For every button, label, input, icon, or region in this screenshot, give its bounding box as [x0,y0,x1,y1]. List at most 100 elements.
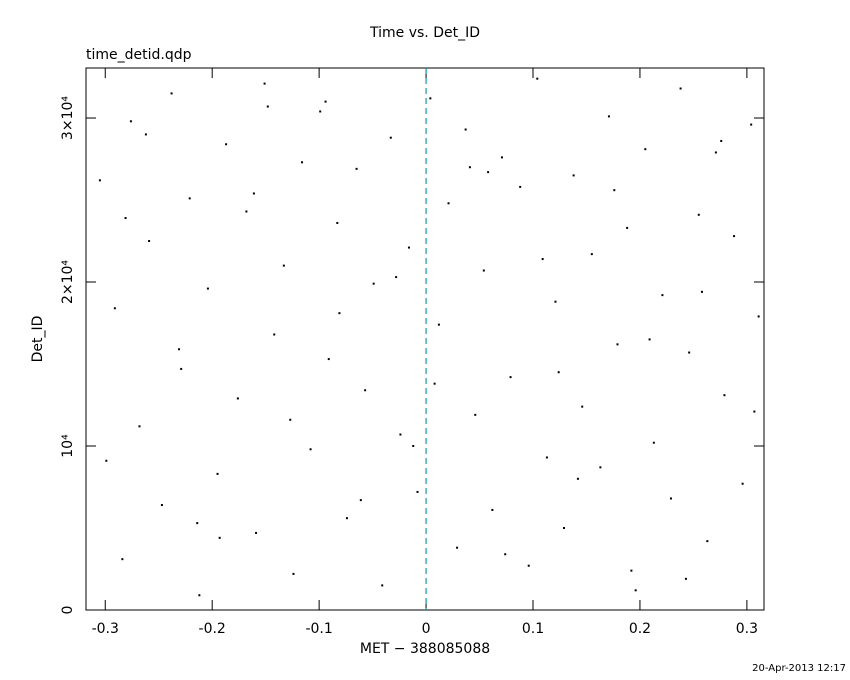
point [170,92,173,95]
point [336,221,339,224]
point [355,167,358,170]
point [482,269,485,272]
point [679,87,682,90]
point [416,490,419,493]
point [706,540,709,543]
point [563,527,566,530]
point [714,151,717,154]
point [581,405,584,408]
timestamp: 20-Apr-2013 12:17 [752,663,846,674]
point [447,202,450,205]
point [652,441,655,444]
point [545,456,548,459]
point [648,338,651,341]
point [669,497,672,500]
point [733,235,736,238]
point [124,217,127,220]
point [630,569,633,572]
point [121,558,124,561]
point [98,179,101,182]
point [178,348,181,351]
y-tick-label: 0 [60,606,76,615]
point [266,105,269,108]
point [554,300,557,303]
point [572,174,575,177]
point [634,589,637,592]
point [487,171,490,174]
point [661,294,664,297]
plot-frame [85,67,765,611]
point [206,287,209,290]
point [576,477,579,480]
point [148,240,151,243]
point [105,459,108,462]
point [188,197,191,200]
point [364,389,367,392]
point [273,333,276,336]
point [590,253,593,256]
point [372,282,375,285]
point [129,120,132,123]
x-tick-label: -0.2 [199,621,226,637]
point [429,97,432,100]
point [607,115,610,118]
point [644,148,647,151]
point [381,584,384,587]
point [338,312,341,315]
point [527,564,530,567]
point [541,258,544,261]
point [309,448,312,451]
x-tick-label: 0.3 [736,621,758,637]
point [720,139,723,142]
point [688,351,691,354]
point [474,413,477,416]
point [245,210,248,213]
point [196,522,199,525]
point [289,418,292,421]
point [324,100,327,103]
point [144,133,147,136]
point [557,371,560,374]
point [753,410,756,413]
y-tick-label: 2×10⁴ [60,260,76,304]
point [359,499,362,502]
point [412,445,415,448]
point [599,466,602,469]
point [468,166,471,169]
point [138,425,141,428]
point [500,156,503,159]
x-axis-label: MET − 388085088 [360,641,490,657]
point [327,358,330,361]
point [437,323,440,326]
x-tick-label: 0 [422,621,431,637]
point [464,128,467,131]
point [509,376,512,379]
x-tick-label: -0.3 [92,621,119,637]
y-tick-label: 3×10⁴ [60,96,76,140]
point [180,367,183,370]
point [684,577,687,580]
point [292,572,295,575]
point [407,246,410,249]
point [301,161,304,164]
point [757,315,760,318]
x-tick-label: -0.1 [305,621,332,637]
point [504,553,507,556]
point [218,536,221,539]
point [345,517,348,520]
point [616,343,619,346]
chart-subtitle: time_detid.qdp [86,47,192,63]
x-tick-label: 0.1 [522,621,544,637]
point [491,508,494,511]
point [160,504,163,507]
point [389,136,392,139]
point [626,226,629,229]
y-axis-label: Det_ID [30,316,46,363]
point [536,77,539,80]
y-tick-label: 10⁴ [60,434,76,458]
point [723,394,726,397]
point [236,397,239,400]
point [433,382,436,385]
point [255,531,258,534]
